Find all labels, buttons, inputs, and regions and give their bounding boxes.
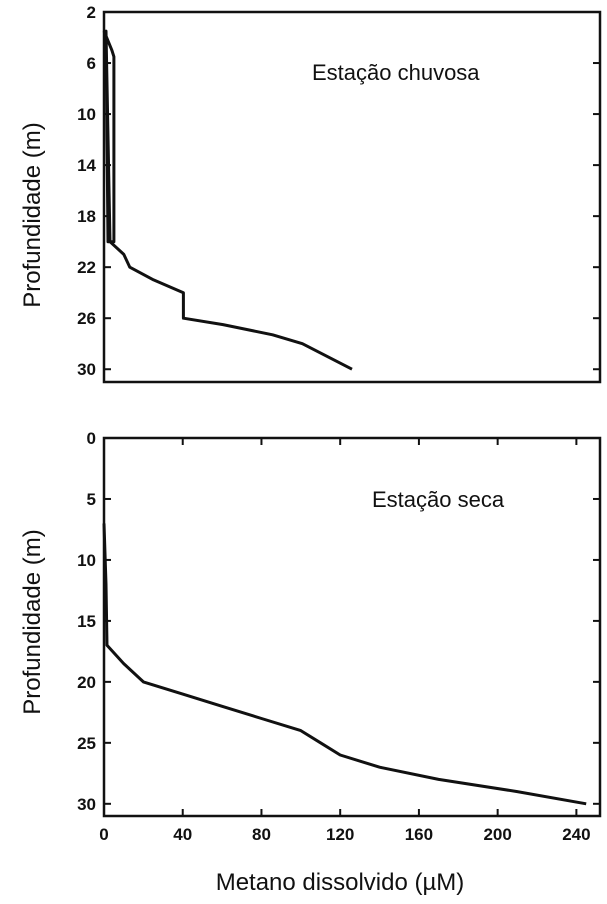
y-axis-label: Profundidade (m)	[19, 122, 46, 307]
plot-frame	[102, 436, 602, 818]
y-tick-label: 25	[77, 734, 96, 753]
x-tick-label: 120	[326, 825, 354, 844]
y-tick-label: 15	[77, 612, 96, 631]
x-tick-label: 200	[483, 825, 511, 844]
x-tick-label: 80	[252, 825, 271, 844]
plot-frame	[102, 10, 602, 384]
y-tick-label: 22	[77, 258, 96, 277]
y-tick-label: 10	[77, 551, 96, 570]
y-tick-label: 20	[77, 673, 96, 692]
methane-profile-line	[102, 29, 353, 371]
x-tick-label: 240	[562, 825, 590, 844]
x-tick-label: 0	[99, 825, 108, 844]
methane-profile-line	[102, 523, 587, 806]
y-tick-label: 30	[77, 360, 96, 379]
x-axis-label: Metano dissolvido (µM)	[216, 869, 465, 896]
season-annotation: Estação seca	[372, 487, 505, 512]
y-tick-label: 10	[77, 105, 96, 124]
y-tick-label: 26	[77, 309, 96, 328]
x-tick-label: 40	[173, 825, 192, 844]
x-tick-label: 160	[405, 825, 433, 844]
season-annotation: Estação chuvosa	[312, 60, 480, 85]
y-tick-label: 6	[87, 54, 96, 73]
y-tick-label: 5	[87, 490, 96, 509]
y-tick-label: 30	[77, 795, 96, 814]
y-tick-label: 2	[87, 3, 96, 22]
y-tick-label: 0	[87, 429, 96, 448]
y-tick-label: 18	[77, 207, 96, 226]
y-tick-label: 14	[77, 156, 96, 175]
y-axis-label: Profundidade (m)	[19, 529, 46, 714]
